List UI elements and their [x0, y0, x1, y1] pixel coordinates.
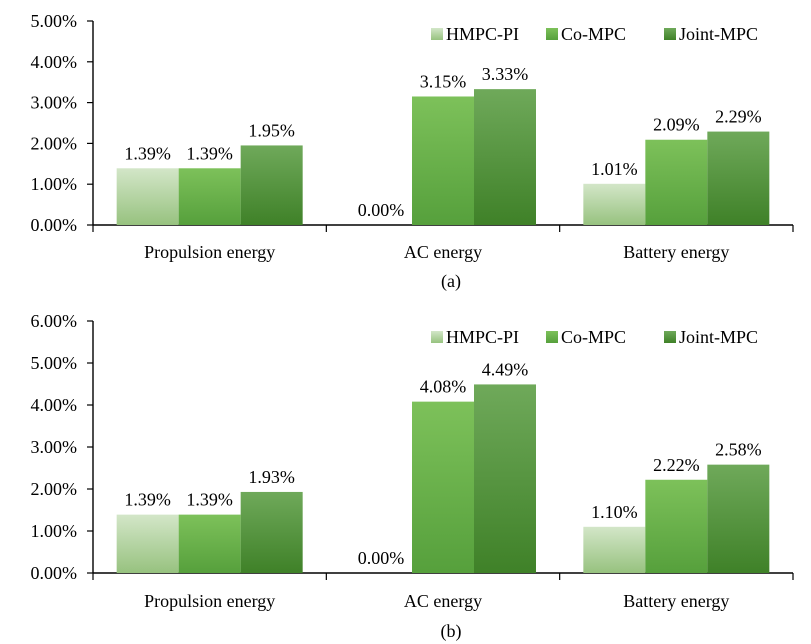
- legend-swatch-co-mpc: [546, 331, 558, 343]
- y-tick-label: 5.00%: [31, 11, 78, 31]
- chart-b-x-axis-categories: Propulsion energy AC energy Battery ener…: [144, 591, 729, 611]
- data-label-hmpc-pi-battery-energy: 1.10%: [591, 502, 638, 522]
- y-tick-label: 4.00%: [31, 52, 78, 72]
- y-tick-label: 4.00%: [31, 395, 78, 415]
- bar-joint-mpc-battery-energy: [707, 464, 770, 573]
- bar-co-mpc-battery-energy: [645, 139, 708, 225]
- data-label-joint-mpc-propulsion-energy: 1.93%: [248, 467, 295, 487]
- legend-swatch-joint-mpc: [664, 28, 676, 40]
- y-tick-label: 6.00%: [31, 311, 78, 331]
- data-label-co-mpc-ac-energy: 3.15%: [420, 71, 467, 91]
- legend-label-co-mpc: Co-MPC: [561, 327, 626, 347]
- chart-a-data-labels: 1.39% 1.39% 1.95% 0.00% 3.15% 3.33% 1.01% 2.09%…: [124, 64, 761, 220]
- data-label-co-mpc-propulsion-energy: 1.39%: [186, 490, 233, 510]
- chart-b: 0.00% 1.00% 2.00% 3.00% 4.00% 5.00% 6.00…: [31, 311, 794, 642]
- x-category-label: AC energy: [404, 591, 482, 611]
- x-category-label: Propulsion energy: [144, 591, 275, 611]
- data-label-joint-mpc-propulsion-energy: 1.95%: [248, 120, 295, 140]
- bar-hmpc-pi-propulsion-energy: [116, 168, 179, 225]
- x-category-label: Battery energy: [623, 591, 729, 611]
- chart-a-x-axis-categories: Propulsion energy AC energy Battery ener…: [144, 242, 729, 262]
- chart-a-y-axis-ticks: 0.00% 1.00% 2.00% 3.00% 4.00% 5.00%: [31, 11, 78, 235]
- bar-joint-mpc-battery-energy: [707, 131, 770, 225]
- data-label-hmpc-pi-ac-energy: 0.00%: [358, 200, 405, 220]
- y-tick-label: 3.00%: [31, 93, 78, 113]
- chart-b-data-labels: 1.39% 1.39% 1.93% 0.00% 4.08% 4.49% 1.10% 2.22%…: [124, 359, 761, 568]
- bar-joint-mpc-ac-energy: [474, 89, 536, 225]
- data-label-co-mpc-battery-energy: 2.09%: [653, 115, 700, 135]
- x-category-label: Battery energy: [623, 242, 729, 262]
- y-tick-label: 0.00%: [31, 563, 78, 583]
- chart-a-bars: [116, 89, 770, 225]
- legend-swatch-hmpc-pi: [431, 331, 443, 343]
- data-label-hmpc-pi-ac-energy: 0.00%: [358, 548, 405, 568]
- chart-b-y-axis-ticks: 0.00% 1.00% 2.00% 3.00% 4.00% 5.00% 6.00…: [31, 311, 78, 583]
- bar-co-mpc-propulsion-energy: [178, 514, 241, 573]
- chart-a-legend: HMPC-PI Co-MPC Joint-MPC: [431, 24, 758, 44]
- bar-joint-mpc-propulsion-energy: [240, 145, 303, 225]
- chart-b-legend: HMPC-PI Co-MPC Joint-MPC: [431, 327, 758, 347]
- x-category-label: AC energy: [404, 242, 482, 262]
- bar-co-mpc-propulsion-energy: [178, 168, 241, 225]
- legend-label-joint-mpc: Joint-MPC: [679, 327, 758, 347]
- chart-b-caption: (b): [441, 621, 462, 642]
- chart-a-caption: (a): [441, 271, 461, 292]
- chart-b-bars: [116, 384, 770, 573]
- y-tick-label: 3.00%: [31, 437, 78, 457]
- data-label-co-mpc-propulsion-energy: 1.39%: [186, 143, 233, 163]
- data-label-joint-mpc-battery-energy: 2.58%: [715, 440, 762, 460]
- bar-co-mpc-ac-energy: [412, 96, 474, 225]
- legend-swatch-joint-mpc: [664, 331, 676, 343]
- x-category-label: Propulsion energy: [144, 242, 275, 262]
- bar-co-mpc-battery-energy: [645, 479, 708, 573]
- legend-label-hmpc-pi: HMPC-PI: [446, 327, 519, 347]
- data-label-co-mpc-battery-energy: 2.22%: [653, 455, 700, 475]
- legend-swatch-co-mpc: [546, 28, 558, 40]
- data-label-joint-mpc-ac-energy: 3.33%: [482, 64, 529, 84]
- data-label-hmpc-pi-battery-energy: 1.01%: [591, 159, 638, 179]
- data-label-co-mpc-ac-energy: 4.08%: [420, 377, 467, 397]
- data-label-joint-mpc-ac-energy: 4.49%: [482, 359, 529, 379]
- y-tick-label: 2.00%: [31, 479, 78, 499]
- bar-hmpc-pi-battery-energy: [583, 183, 646, 225]
- bar-joint-mpc-propulsion-energy: [240, 491, 303, 573]
- legend-label-hmpc-pi: HMPC-PI: [446, 24, 519, 44]
- bar-hmpc-pi-propulsion-energy: [116, 514, 179, 573]
- bar-co-mpc-ac-energy: [412, 401, 474, 573]
- y-tick-label: 0.00%: [31, 215, 78, 235]
- data-label-hmpc-pi-propulsion-energy: 1.39%: [124, 490, 171, 510]
- legend-label-co-mpc: Co-MPC: [561, 24, 626, 44]
- data-label-hmpc-pi-propulsion-energy: 1.39%: [124, 143, 171, 163]
- legend-label-joint-mpc: Joint-MPC: [679, 24, 758, 44]
- y-tick-label: 2.00%: [31, 133, 78, 153]
- bar-hmpc-pi-battery-energy: [583, 526, 646, 573]
- chart-a: 0.00% 1.00% 2.00% 3.00% 4.00% 5.00% Prop…: [31, 11, 794, 292]
- y-tick-label: 1.00%: [31, 174, 78, 194]
- legend-swatch-hmpc-pi: [431, 28, 443, 40]
- data-label-joint-mpc-battery-energy: 2.29%: [715, 107, 762, 127]
- y-tick-label: 1.00%: [31, 521, 78, 541]
- bar-joint-mpc-ac-energy: [474, 384, 536, 573]
- y-tick-label: 5.00%: [31, 353, 78, 373]
